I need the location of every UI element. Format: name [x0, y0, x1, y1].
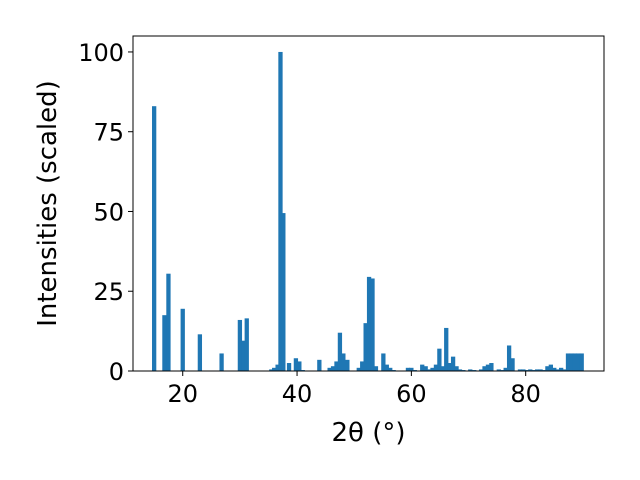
y-tick-label: 50 [93, 198, 124, 226]
bar [286, 363, 292, 371]
bar [360, 361, 365, 371]
bar [489, 363, 494, 371]
bar [152, 106, 157, 371]
bar [485, 364, 491, 371]
x-tick-label: 80 [510, 380, 541, 408]
bar [420, 364, 425, 371]
bar [517, 369, 523, 371]
bar [510, 358, 515, 371]
bar [444, 327, 449, 371]
bar [381, 353, 386, 371]
plot-frame [132, 35, 605, 372]
bar [269, 369, 274, 371]
bar [548, 364, 553, 371]
bar [366, 276, 372, 371]
bar [272, 367, 277, 371]
bar [534, 369, 540, 371]
bar [405, 367, 411, 371]
bar [457, 369, 463, 371]
bar [363, 323, 368, 371]
bar [197, 334, 203, 371]
bar [482, 366, 487, 371]
bar [334, 361, 339, 371]
bar [468, 369, 473, 371]
y-tick-label: 25 [93, 278, 124, 306]
bar [576, 353, 581, 371]
bar [562, 369, 567, 371]
bar [506, 345, 512, 371]
bar [437, 348, 442, 371]
y-tick-label: 75 [93, 119, 124, 147]
bar [426, 369, 432, 371]
bar [496, 369, 501, 371]
bar [555, 369, 560, 371]
bars-group [152, 51, 584, 371]
bar [521, 369, 526, 371]
bar [337, 332, 343, 371]
bar [552, 367, 557, 371]
y-axis-ticks: 0 25 50 75 100 [78, 39, 133, 386]
bar [219, 353, 224, 371]
bar [447, 363, 452, 371]
x-tick-label: 60 [396, 380, 427, 408]
x-axis-label: 2θ (°) [331, 418, 405, 448]
bar [569, 353, 574, 371]
bar [180, 308, 185, 371]
bar [423, 366, 428, 371]
bar [430, 367, 435, 371]
bar [440, 366, 445, 371]
bar [388, 367, 393, 371]
bar [166, 273, 171, 371]
bar [356, 367, 361, 371]
bar [454, 366, 459, 371]
bar [278, 51, 283, 371]
bar [317, 359, 322, 371]
bar [384, 364, 389, 371]
bar [558, 367, 564, 371]
bar [293, 358, 299, 371]
bar [450, 356, 456, 371]
bar [433, 364, 439, 371]
bar [330, 366, 336, 371]
y-tick-label: 0 [109, 358, 124, 386]
bar [241, 340, 246, 371]
bar [244, 318, 249, 371]
bar [345, 359, 350, 371]
bar [545, 366, 550, 371]
bar [237, 319, 243, 371]
bar [341, 353, 346, 371]
y-axis-label: Intensities (scaled) [33, 80, 63, 327]
bar [528, 369, 533, 371]
x-axis-ticks: 20 40 60 80 [167, 371, 541, 408]
x-tick-label: 20 [167, 380, 198, 408]
bar [565, 353, 571, 371]
bar [478, 369, 484, 371]
bar [327, 367, 332, 371]
bar [297, 361, 302, 371]
bar [538, 369, 543, 371]
bar [281, 213, 286, 371]
bar [579, 353, 584, 371]
bar [162, 315, 167, 371]
bar [275, 364, 280, 371]
y-tick-label: 100 [78, 39, 124, 67]
bar [409, 367, 414, 371]
bar [370, 278, 375, 371]
bar [503, 367, 508, 371]
bar [572, 353, 577, 371]
bar [373, 366, 379, 371]
x-tick-label: 40 [282, 380, 313, 408]
